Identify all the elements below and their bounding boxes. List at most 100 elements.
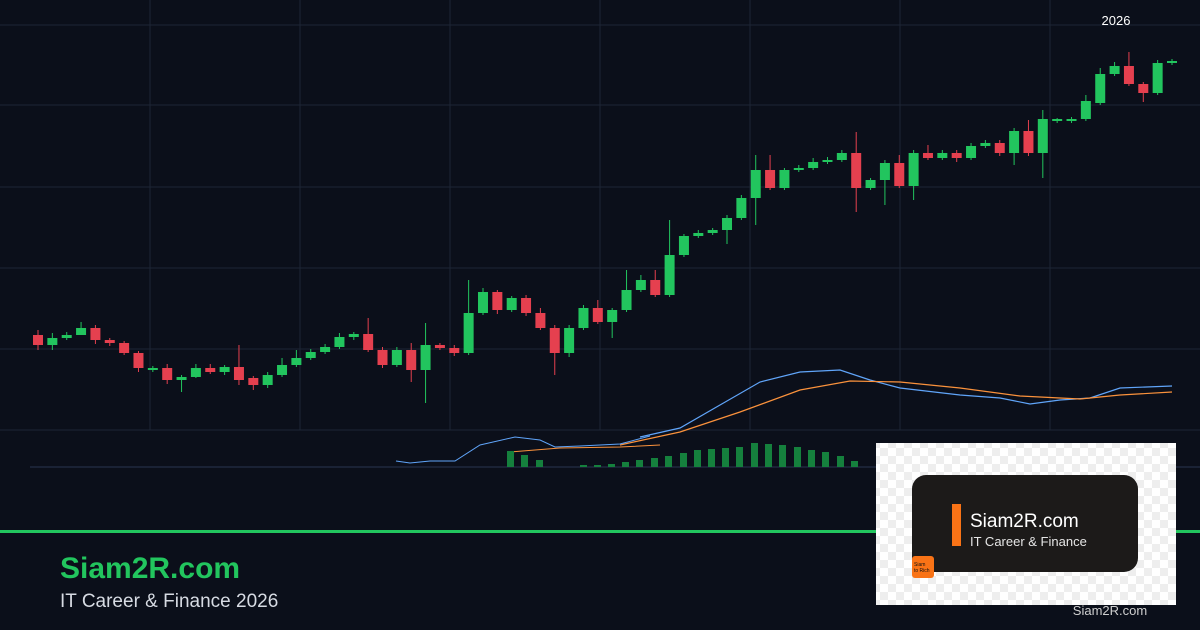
candle-body [305, 352, 316, 358]
candle-body [1009, 131, 1020, 153]
candle-body [406, 350, 417, 370]
candle-body [90, 328, 101, 340]
candle-body [836, 153, 847, 160]
candle-body [119, 343, 130, 353]
candle-body [937, 153, 948, 158]
candle-body [133, 353, 144, 368]
candle-body [564, 328, 575, 353]
candle-body [1023, 131, 1034, 153]
candle-body [793, 168, 804, 170]
candle-body [449, 348, 460, 353]
candle-body [951, 153, 962, 158]
candle-body [434, 345, 445, 348]
badge-line: to Rich [914, 568, 930, 574]
candle-body [535, 313, 546, 328]
candle-body [1167, 61, 1177, 63]
brand-title: Siam2R.com [60, 552, 240, 585]
candle-body [693, 233, 704, 236]
badge-line: Siam [914, 562, 925, 568]
logo-bar [952, 504, 961, 546]
candle-body [205, 368, 216, 372]
candle-body [1066, 119, 1077, 121]
candle-body [765, 170, 776, 188]
candle-body [391, 350, 402, 365]
candle-body [549, 328, 560, 353]
candle-body [980, 143, 991, 146]
candle-body [1080, 101, 1091, 119]
candle-body [822, 160, 833, 162]
candle-body [922, 153, 933, 158]
candle-body [635, 280, 646, 290]
candle-body [492, 292, 503, 310]
candle-body [650, 280, 661, 295]
logo-title: Siam2R.com [970, 511, 1079, 532]
candle-body [779, 170, 790, 188]
candle-body [420, 345, 431, 370]
candle-body [1095, 74, 1106, 103]
brand-subtitle: IT Career & Finance 2026 [60, 591, 278, 612]
candle-body [463, 313, 474, 353]
signal-line [509, 444, 661, 453]
candle-body [477, 292, 488, 313]
candle-body [750, 170, 761, 198]
candle-body [190, 368, 201, 377]
candle-body [966, 146, 977, 158]
grid [0, 0, 1200, 431]
candle-body [736, 198, 747, 218]
candle-body [162, 368, 173, 380]
candle-body [506, 298, 517, 310]
candle-body [76, 328, 87, 335]
candle-body [334, 337, 345, 347]
candle-body [277, 365, 288, 375]
candle-body [578, 308, 589, 328]
logo-subtitle: IT Career & Finance [970, 534, 1087, 549]
ma-slow [619, 380, 1173, 446]
candle-body [664, 255, 675, 295]
candle-body [377, 350, 388, 365]
candle-body [851, 153, 862, 188]
candles [33, 52, 1177, 403]
candle-body [219, 367, 230, 372]
candle-body [521, 298, 532, 313]
candle-body [1109, 66, 1120, 74]
candle-body [722, 218, 733, 230]
candle-body [707, 230, 718, 233]
candle-body [104, 340, 115, 343]
candle-body [592, 308, 603, 322]
candle-body [1123, 66, 1134, 84]
candle-body [291, 358, 302, 365]
candle-body [1052, 119, 1063, 121]
candle-body [908, 153, 919, 186]
candle-body [879, 163, 890, 180]
macd-line [395, 435, 651, 464]
candle-body [994, 143, 1005, 153]
candle-body [147, 368, 158, 370]
candle-body [1037, 119, 1048, 153]
accent-line [0, 530, 1200, 533]
logo-card [912, 475, 1138, 572]
candle-body [894, 163, 905, 186]
candle-body [47, 338, 58, 345]
candle-body [61, 335, 72, 338]
candle-body [678, 236, 689, 255]
candle-body [348, 334, 359, 337]
macd-histogram [507, 443, 858, 467]
candle-body [233, 367, 244, 380]
logo-badge [912, 556, 934, 578]
candle-body [1152, 63, 1163, 93]
candle-body [607, 310, 618, 322]
candle-body [865, 180, 876, 188]
footer: Siam2R.com [1073, 603, 1147, 618]
candle-body [176, 377, 187, 380]
candle-body [33, 335, 43, 345]
candle-body [621, 290, 632, 310]
year-label: 2026 [1102, 13, 1131, 28]
candle-body [808, 162, 819, 168]
candle-body [363, 334, 374, 350]
candle-body [262, 375, 273, 385]
candle-body [248, 378, 259, 385]
candle-body [320, 347, 331, 352]
candle-body [1138, 84, 1149, 93]
